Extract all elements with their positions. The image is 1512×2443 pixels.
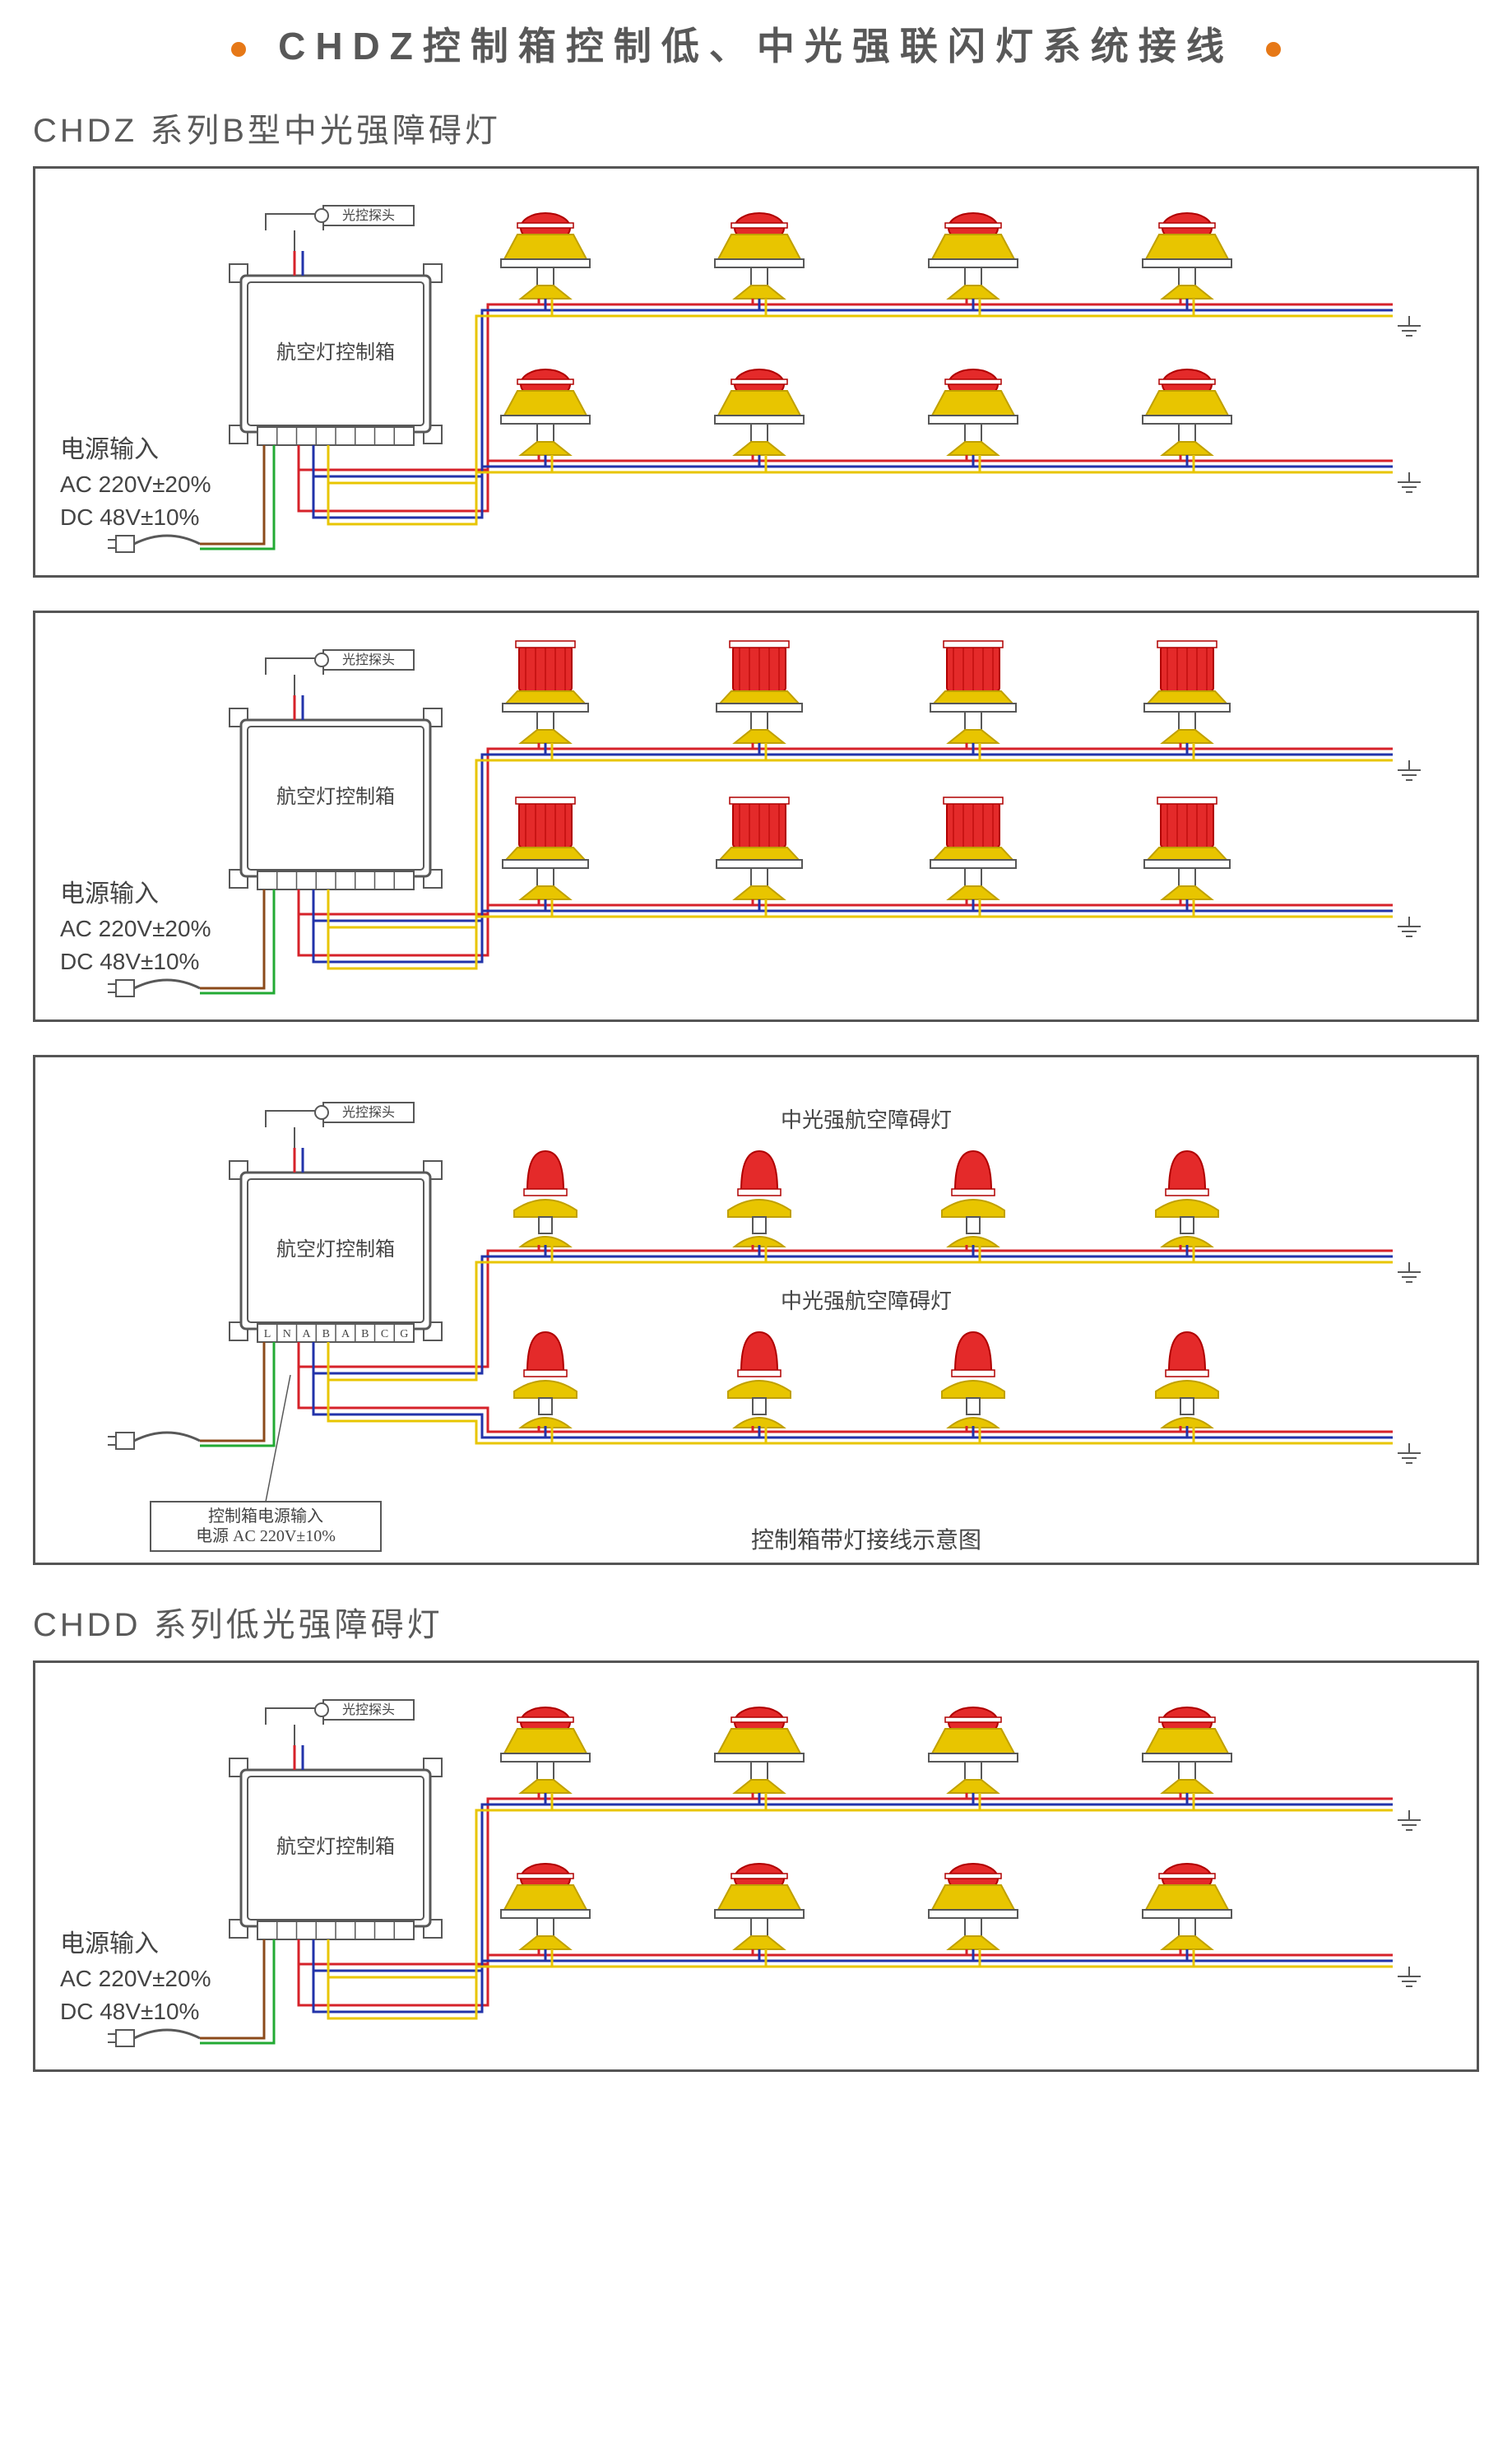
svg-text:中光强航空障碍灯: 中光强航空障碍灯 (781, 1289, 952, 1313)
power-ac: AC 220V±20% (60, 468, 211, 502)
power-input-label: 电源输入 AC 220V±20% DC 48V±10% (60, 876, 211, 979)
power-dc: DC 48V±10% (60, 945, 211, 979)
svg-text:光控探头: 光控探头 (342, 653, 395, 667)
power-title: 电源输入 (60, 1926, 211, 1962)
wiring-panel-1: 光控探头航空灯控制箱电源输入 AC 220V±20% DC 48V±10% (33, 166, 1479, 578)
wiring-panel-4: 光控探头航空灯控制箱电源输入 AC 220V±20% DC 48V±10% (33, 1660, 1479, 2072)
power-dc: DC 48V±10% (60, 1995, 211, 2029)
svg-text:航空灯控制箱: 航空灯控制箱 (276, 341, 395, 364)
svg-text:G: G (400, 1328, 408, 1340)
wiring-panel-2: 光控探头航空灯控制箱电源输入 AC 220V±20% DC 48V±10% (33, 611, 1479, 1022)
power-input-label: 电源输入 AC 220V±20% DC 48V±10% (60, 432, 211, 535)
svg-text:B: B (322, 1328, 330, 1340)
power-input-label: 电源输入 AC 220V±20% DC 48V±10% (60, 1926, 211, 2029)
power-title: 电源输入 (60, 876, 211, 913)
power-ac: AC 220V±20% (60, 1962, 211, 1996)
svg-text:A: A (302, 1328, 311, 1340)
svg-text:控制箱带灯接线示意图: 控制箱带灯接线示意图 (751, 1527, 981, 1554)
bullet-left-icon (231, 42, 246, 57)
svg-text:N: N (283, 1328, 291, 1340)
subtitle-2: CHDD 系列低光强障碍灯 (33, 1598, 1479, 1646)
svg-text:L: L (264, 1328, 271, 1340)
svg-text:航空灯控制箱: 航空灯控制箱 (276, 786, 395, 808)
svg-text:光控探头: 光控探头 (342, 1105, 395, 1120)
svg-text:控制箱电源输入: 控制箱电源输入 (208, 1507, 323, 1526)
svg-text:航空灯控制箱: 航空灯控制箱 (276, 1836, 395, 1858)
subtitle-1: CHDZ 系列B型中光强障碍灯 (33, 104, 1479, 151)
bullet-right-icon (1266, 42, 1281, 57)
power-ac: AC 220V±20% (60, 913, 211, 946)
svg-text:电源 AC 220V±10%: 电源 AC 220V±10% (196, 1526, 336, 1545)
svg-text:B: B (361, 1328, 369, 1340)
svg-text:航空灯控制箱: 航空灯控制箱 (276, 1238, 395, 1261)
power-title: 电源输入 (60, 432, 211, 468)
svg-text:C: C (381, 1328, 388, 1340)
wiring-panel-3: 光控探头航空灯控制箱LNABABCG中光强航空障碍灯中光强航空障碍灯控制箱带灯接… (33, 1055, 1479, 1565)
main-title: CHDZ控制箱控制低、中光强联闪灯系统接线 (33, 16, 1479, 71)
svg-text:光控探头: 光控探头 (342, 1702, 395, 1717)
main-title-text: CHDZ控制箱控制低、中光强联闪灯系统接线 (278, 25, 1234, 67)
svg-text:中光强航空障碍灯: 中光强航空障碍灯 (781, 1108, 952, 1132)
svg-text:光控探头: 光控探头 (342, 208, 395, 223)
svg-text:A: A (341, 1328, 350, 1340)
power-dc: DC 48V±10% (60, 501, 211, 535)
